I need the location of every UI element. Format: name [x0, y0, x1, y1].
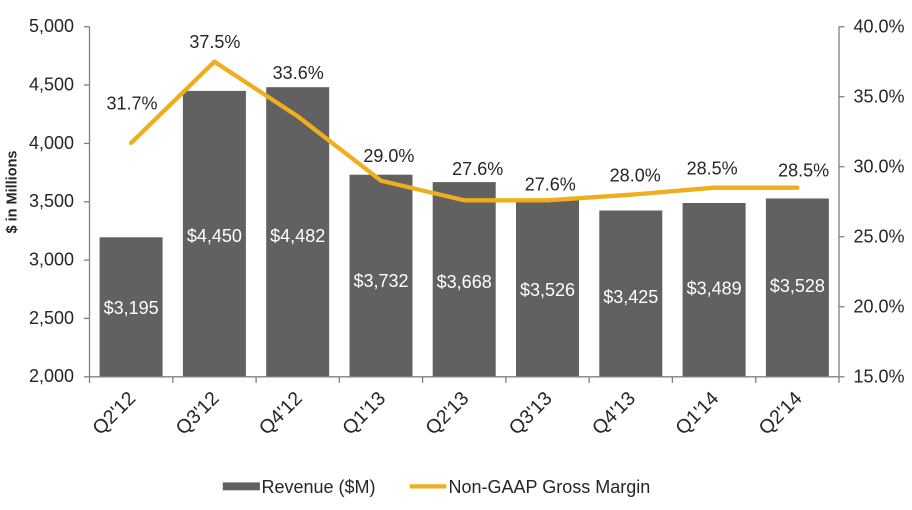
svg-text:15.0%: 15.0% — [854, 366, 905, 386]
svg-text:Revenue ($M): Revenue ($M) — [262, 477, 376, 497]
svg-text:$3,732: $3,732 — [353, 271, 408, 291]
svg-text:40.0%: 40.0% — [854, 16, 905, 36]
svg-text:$ in Millions: $ in Millions — [5, 151, 21, 234]
svg-text:$4,482: $4,482 — [270, 226, 325, 246]
svg-text:$3,668: $3,668 — [437, 272, 492, 292]
svg-text:37.5%: 37.5% — [189, 32, 240, 52]
svg-text:$4,450: $4,450 — [187, 226, 242, 246]
svg-text:33.6%: 33.6% — [273, 63, 324, 83]
svg-text:20.0%: 20.0% — [854, 296, 905, 316]
svg-text:35.0%: 35.0% — [854, 86, 905, 106]
svg-text:28.0%: 28.0% — [610, 166, 661, 186]
svg-text:4,500: 4,500 — [29, 74, 74, 94]
svg-text:29.0%: 29.0% — [363, 146, 414, 166]
svg-text:4,000: 4,000 — [29, 133, 74, 153]
svg-text:$3,195: $3,195 — [104, 298, 159, 318]
svg-text:2,000: 2,000 — [29, 366, 74, 386]
svg-text:3,000: 3,000 — [29, 250, 74, 270]
svg-text:27.6%: 27.6% — [525, 174, 576, 194]
svg-text:$3,528: $3,528 — [770, 276, 825, 296]
svg-text:2,500: 2,500 — [29, 308, 74, 328]
svg-text:$3,489: $3,489 — [687, 279, 742, 299]
svg-text:Non-GAAP Gross Margin: Non-GAAP Gross Margin — [449, 477, 651, 497]
svg-text:$3,526: $3,526 — [520, 280, 575, 300]
svg-text:30.0%: 30.0% — [854, 156, 905, 176]
svg-text:31.7%: 31.7% — [106, 94, 157, 114]
svg-text:3,500: 3,500 — [29, 191, 74, 211]
svg-text:25.0%: 25.0% — [854, 226, 905, 246]
svg-text:$3,425: $3,425 — [603, 287, 658, 307]
svg-text:28.5%: 28.5% — [778, 161, 829, 181]
svg-text:27.6%: 27.6% — [452, 159, 503, 179]
svg-text:5,000: 5,000 — [29, 16, 74, 36]
svg-text:28.5%: 28.5% — [687, 158, 738, 178]
